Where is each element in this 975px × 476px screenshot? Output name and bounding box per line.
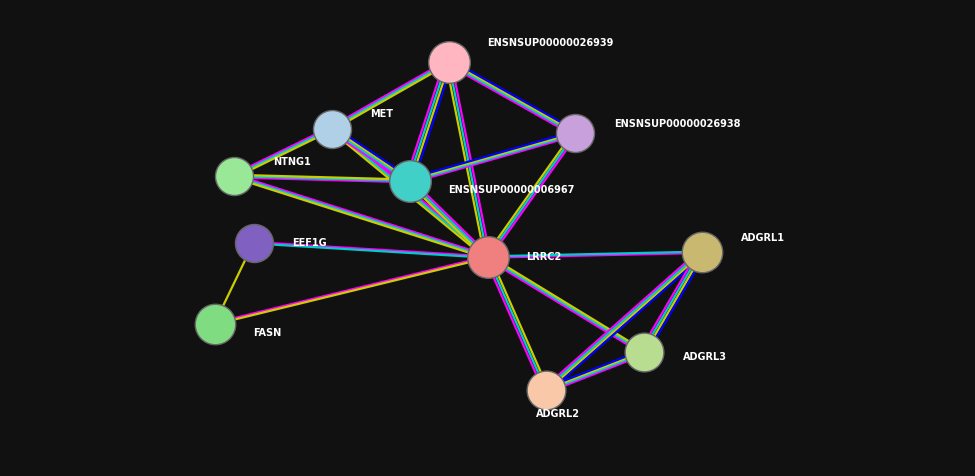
Text: MET: MET — [370, 109, 394, 119]
Point — [538, 387, 554, 394]
Point — [636, 348, 651, 356]
Point — [324, 125, 339, 132]
Point — [207, 320, 222, 327]
Text: ENSNSUP00000026939: ENSNSUP00000026939 — [488, 38, 614, 48]
Point — [246, 239, 261, 247]
Point — [538, 387, 554, 394]
Point — [441, 58, 456, 66]
Point — [246, 239, 261, 247]
Text: NTNG1: NTNG1 — [273, 157, 311, 167]
Text: ENSNSUP00000026938: ENSNSUP00000026938 — [614, 119, 741, 129]
Text: ENSNSUP00000006967: ENSNSUP00000006967 — [448, 185, 575, 196]
Point — [207, 320, 222, 327]
Text: ADGRL3: ADGRL3 — [682, 352, 726, 362]
Point — [226, 172, 242, 180]
Point — [694, 248, 710, 256]
Point — [480, 253, 495, 261]
Point — [636, 348, 651, 356]
Text: FASN: FASN — [254, 328, 282, 338]
Text: LRRC2: LRRC2 — [526, 252, 562, 262]
Point — [226, 172, 242, 180]
Point — [402, 177, 417, 185]
Point — [441, 58, 456, 66]
Point — [694, 248, 710, 256]
Point — [567, 129, 583, 137]
Text: ADGRL1: ADGRL1 — [741, 233, 785, 243]
Point — [567, 129, 583, 137]
Text: EEF1G: EEF1G — [292, 238, 328, 248]
Text: ADGRL2: ADGRL2 — [536, 409, 580, 419]
Point — [480, 253, 495, 261]
Point — [324, 125, 339, 132]
Point — [402, 177, 417, 185]
